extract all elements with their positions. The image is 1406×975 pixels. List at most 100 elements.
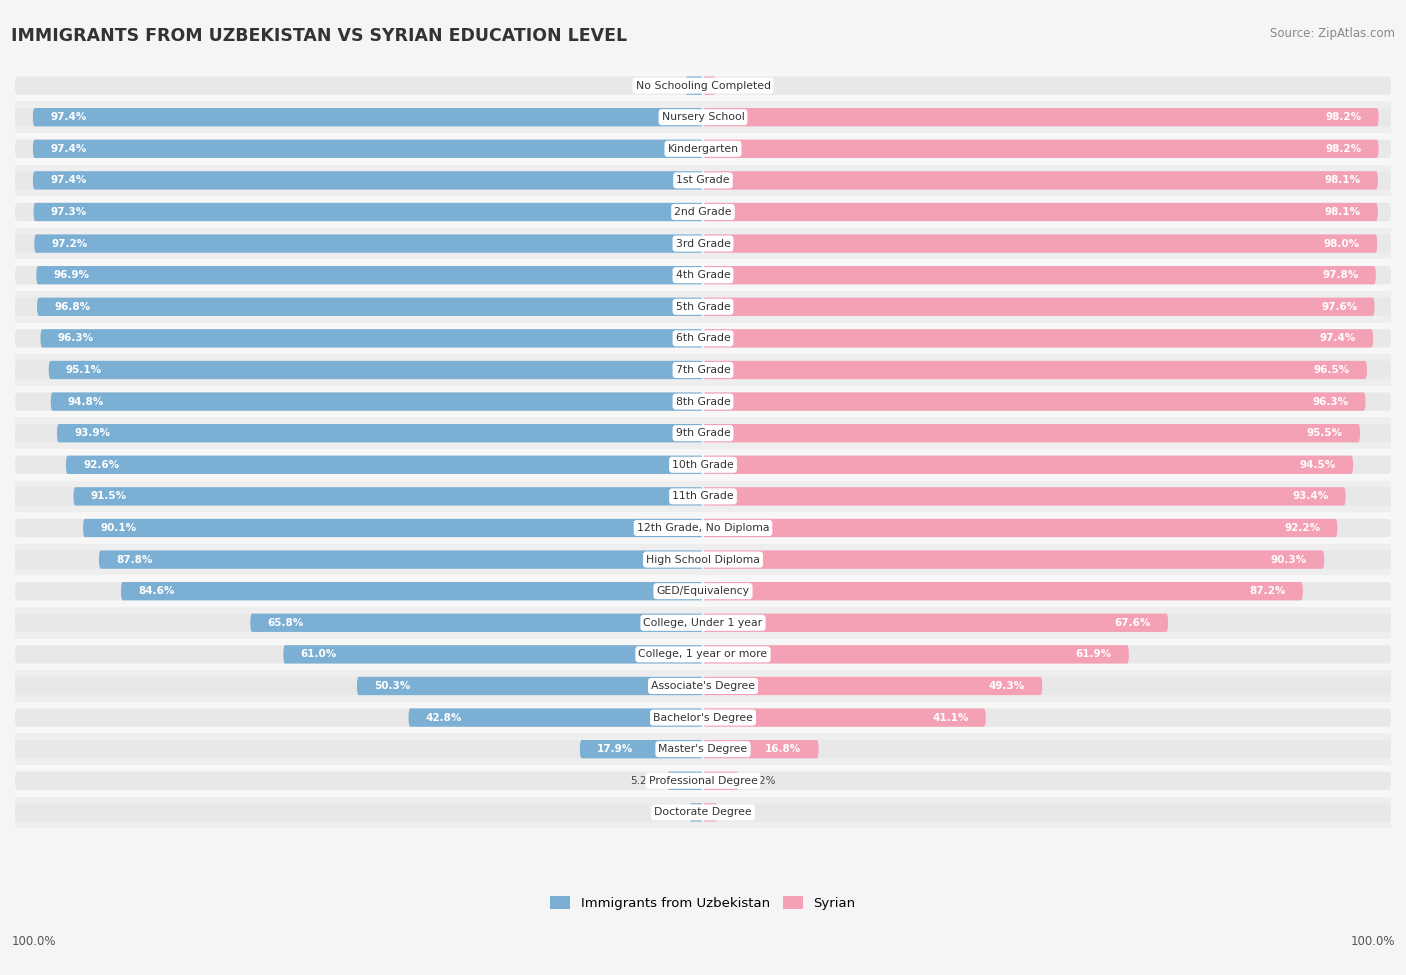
- Text: 6th Grade: 6th Grade: [676, 333, 730, 343]
- FancyBboxPatch shape: [703, 266, 1376, 285]
- FancyBboxPatch shape: [250, 613, 703, 632]
- FancyBboxPatch shape: [15, 392, 703, 410]
- Text: 41.1%: 41.1%: [932, 713, 969, 722]
- Text: 61.0%: 61.0%: [301, 649, 337, 659]
- FancyBboxPatch shape: [703, 139, 1379, 158]
- Bar: [15, 323, 1391, 354]
- FancyBboxPatch shape: [15, 709, 703, 726]
- Text: 95.1%: 95.1%: [66, 365, 103, 375]
- Bar: [15, 101, 1391, 133]
- FancyBboxPatch shape: [703, 139, 1391, 158]
- Bar: [15, 512, 1391, 544]
- FancyBboxPatch shape: [703, 645, 1129, 664]
- FancyBboxPatch shape: [703, 740, 1391, 759]
- Text: 100.0%: 100.0%: [11, 935, 56, 948]
- FancyBboxPatch shape: [703, 203, 1378, 221]
- Text: 50.3%: 50.3%: [374, 681, 411, 691]
- FancyBboxPatch shape: [32, 172, 703, 189]
- FancyBboxPatch shape: [15, 361, 703, 379]
- FancyBboxPatch shape: [41, 330, 703, 347]
- Text: 98.0%: 98.0%: [1324, 239, 1360, 249]
- FancyBboxPatch shape: [32, 108, 703, 127]
- FancyBboxPatch shape: [703, 488, 1346, 506]
- FancyBboxPatch shape: [703, 519, 1337, 537]
- Text: 97.4%: 97.4%: [1320, 333, 1355, 343]
- FancyBboxPatch shape: [37, 266, 703, 285]
- FancyBboxPatch shape: [703, 234, 1391, 253]
- FancyBboxPatch shape: [15, 139, 703, 158]
- Text: 90.3%: 90.3%: [1271, 555, 1308, 565]
- FancyBboxPatch shape: [689, 803, 703, 822]
- Bar: [15, 70, 1391, 101]
- FancyBboxPatch shape: [703, 613, 1391, 632]
- Text: 98.2%: 98.2%: [1326, 143, 1361, 154]
- Text: 10th Grade: 10th Grade: [672, 460, 734, 470]
- FancyBboxPatch shape: [15, 76, 703, 95]
- Text: 11th Grade: 11th Grade: [672, 491, 734, 501]
- FancyBboxPatch shape: [121, 582, 703, 601]
- Text: 4th Grade: 4th Grade: [676, 270, 730, 280]
- Bar: [15, 259, 1391, 291]
- FancyBboxPatch shape: [15, 582, 703, 601]
- Text: 92.2%: 92.2%: [1284, 523, 1320, 533]
- Bar: [15, 165, 1391, 196]
- FancyBboxPatch shape: [703, 76, 1391, 95]
- Bar: [15, 291, 1391, 323]
- FancyBboxPatch shape: [703, 297, 1375, 316]
- FancyBboxPatch shape: [703, 76, 716, 95]
- FancyBboxPatch shape: [703, 297, 1391, 316]
- FancyBboxPatch shape: [703, 645, 1391, 664]
- FancyBboxPatch shape: [703, 330, 1391, 347]
- Bar: [15, 607, 1391, 639]
- Text: 1st Grade: 1st Grade: [676, 176, 730, 185]
- FancyBboxPatch shape: [703, 519, 1391, 537]
- FancyBboxPatch shape: [15, 645, 703, 664]
- Text: College, Under 1 year: College, Under 1 year: [644, 618, 762, 628]
- FancyBboxPatch shape: [15, 424, 703, 443]
- Text: 96.3%: 96.3%: [1312, 397, 1348, 407]
- Text: 92.6%: 92.6%: [83, 460, 120, 470]
- Text: 97.3%: 97.3%: [51, 207, 87, 217]
- Text: 42.8%: 42.8%: [426, 713, 463, 722]
- FancyBboxPatch shape: [703, 392, 1365, 410]
- FancyBboxPatch shape: [284, 645, 703, 664]
- Bar: [15, 639, 1391, 670]
- Text: 12th Grade, No Diploma: 12th Grade, No Diploma: [637, 523, 769, 533]
- Text: 5.2%: 5.2%: [749, 776, 776, 786]
- Text: 97.4%: 97.4%: [51, 176, 86, 185]
- Text: 93.4%: 93.4%: [1292, 491, 1329, 501]
- FancyBboxPatch shape: [98, 551, 703, 568]
- Text: GED/Equivalency: GED/Equivalency: [657, 586, 749, 596]
- FancyBboxPatch shape: [37, 297, 703, 316]
- FancyBboxPatch shape: [66, 455, 703, 474]
- FancyBboxPatch shape: [703, 172, 1391, 189]
- FancyBboxPatch shape: [703, 108, 1379, 127]
- Text: 97.4%: 97.4%: [51, 143, 86, 154]
- FancyBboxPatch shape: [15, 551, 703, 568]
- FancyBboxPatch shape: [34, 234, 703, 253]
- Text: 96.9%: 96.9%: [53, 270, 90, 280]
- FancyBboxPatch shape: [15, 330, 703, 347]
- FancyBboxPatch shape: [703, 330, 1374, 347]
- Bar: [15, 386, 1391, 417]
- FancyBboxPatch shape: [357, 677, 703, 695]
- FancyBboxPatch shape: [703, 203, 1391, 221]
- FancyBboxPatch shape: [703, 392, 1391, 410]
- Text: Associate's Degree: Associate's Degree: [651, 681, 755, 691]
- Bar: [15, 196, 1391, 228]
- FancyBboxPatch shape: [15, 519, 703, 537]
- Bar: [15, 544, 1391, 575]
- FancyBboxPatch shape: [15, 740, 703, 759]
- Text: 17.9%: 17.9%: [598, 744, 633, 755]
- Text: 65.8%: 65.8%: [267, 618, 304, 628]
- FancyBboxPatch shape: [15, 771, 703, 790]
- Text: 93.9%: 93.9%: [75, 428, 110, 438]
- FancyBboxPatch shape: [703, 709, 1391, 726]
- Bar: [15, 228, 1391, 259]
- Text: 94.8%: 94.8%: [67, 397, 104, 407]
- FancyBboxPatch shape: [703, 709, 986, 726]
- FancyBboxPatch shape: [703, 771, 1391, 790]
- Text: College, 1 year or more: College, 1 year or more: [638, 649, 768, 659]
- FancyBboxPatch shape: [703, 677, 1391, 695]
- FancyBboxPatch shape: [15, 203, 703, 221]
